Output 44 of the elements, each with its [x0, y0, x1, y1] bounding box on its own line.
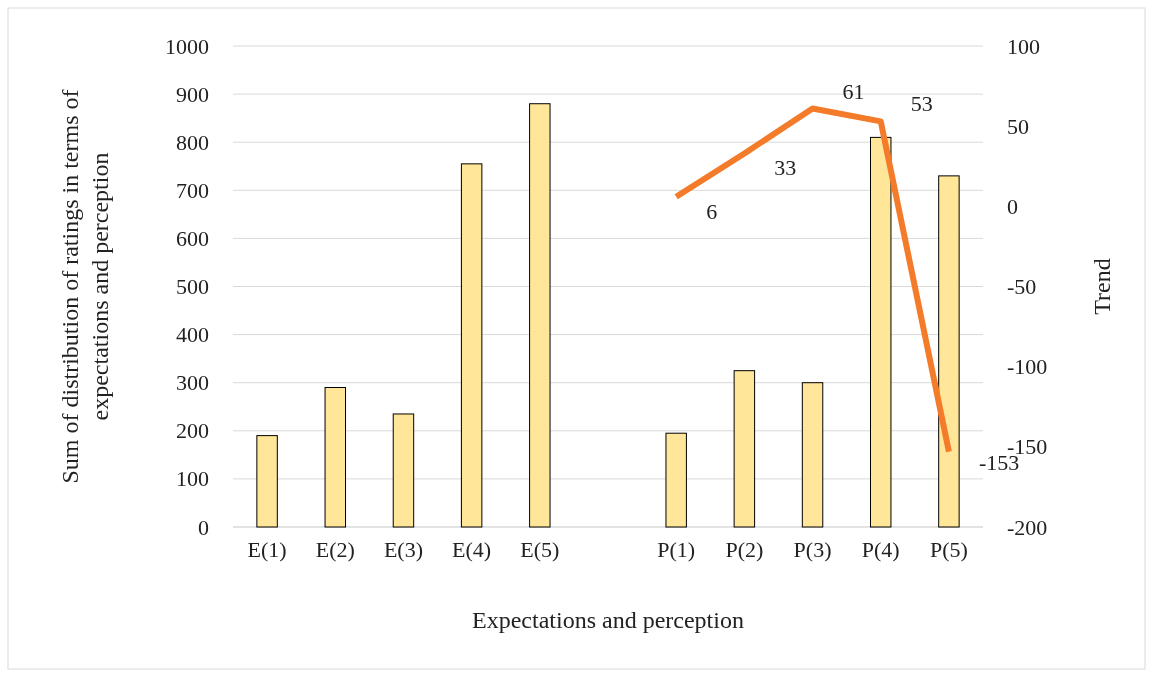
x-tick-label: P(4) — [861, 536, 900, 562]
bar — [460, 163, 483, 528]
bar — [870, 136, 892, 528]
x-tick-label: E(2) — [315, 536, 355, 562]
x-tick-label: E(5) — [520, 536, 560, 562]
data-label: 33 — [774, 155, 797, 181]
y2-tick-label: -50 — [1007, 274, 1037, 300]
bar — [665, 432, 687, 528]
x-tick-label: E(3) — [383, 536, 423, 562]
y-tick-label: 0 — [198, 514, 209, 540]
x-tick-label: P(5) — [929, 536, 968, 562]
bar — [938, 175, 960, 528]
data-label: 6 — [706, 198, 718, 224]
y2-tick-label: 100 — [1007, 33, 1040, 59]
y-tick-label: 400 — [176, 322, 209, 348]
y-axis-title: Sum of distribution of ratings in terms of expectations and perception — [57, 89, 113, 484]
y2-tick-label: -200 — [1007, 514, 1048, 540]
x-tick-label: E(4) — [452, 536, 492, 562]
bar — [801, 382, 824, 528]
y2-tick-label: 50 — [1007, 113, 1029, 139]
bar — [324, 387, 346, 528]
y-tick-label: 500 — [176, 274, 209, 300]
bar — [392, 413, 415, 528]
x-tick-label: P(2) — [725, 536, 764, 562]
y2-axis-title: Trend — [1089, 258, 1115, 315]
y2-tick-label: -100 — [1007, 354, 1048, 380]
y-tick-label: 200 — [176, 418, 209, 444]
y-tick-label: 300 — [176, 370, 209, 396]
bar — [256, 435, 278, 528]
data-label: 53 — [910, 91, 933, 117]
y-tick-label: 900 — [176, 81, 209, 107]
y-tick-label: 700 — [176, 177, 209, 203]
y2-tick-label: 0 — [1007, 193, 1018, 219]
x-axis-title: Expectations and perception — [472, 607, 744, 633]
y-tick-label: 800 — [176, 129, 209, 155]
bar — [733, 370, 756, 528]
y-tick-label: 600 — [176, 225, 209, 251]
bar — [529, 103, 551, 528]
y-tick-label: 100 — [176, 466, 209, 492]
x-tick-label: E(1) — [247, 536, 287, 562]
x-tick-label: P(1) — [657, 536, 696, 562]
data-label: 61 — [842, 78, 865, 104]
y-tick-label: 1000 — [165, 33, 209, 59]
x-tick-label: P(3) — [793, 536, 832, 562]
